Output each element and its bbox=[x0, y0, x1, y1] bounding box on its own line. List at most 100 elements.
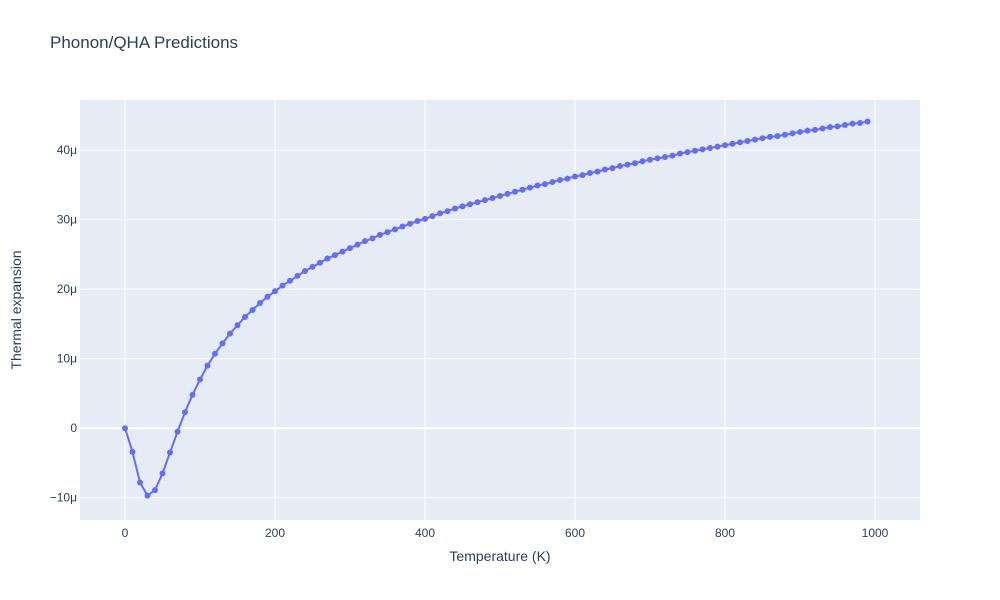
data-point bbox=[257, 300, 263, 307]
x-tick-label: 1000 bbox=[862, 526, 889, 540]
data-point bbox=[249, 307, 256, 313]
data-point bbox=[144, 492, 151, 499]
data-point bbox=[632, 160, 638, 167]
y-tick-label: 20μ bbox=[57, 282, 77, 296]
data-point bbox=[699, 146, 706, 153]
data-point bbox=[827, 124, 833, 131]
y-tick-label: 10μ bbox=[57, 352, 77, 366]
data-point bbox=[272, 288, 278, 295]
data-point bbox=[797, 128, 803, 135]
data-point bbox=[324, 255, 331, 262]
data-point bbox=[347, 245, 353, 252]
data-point bbox=[542, 181, 548, 188]
data-point bbox=[842, 122, 848, 129]
data-point bbox=[317, 259, 323, 266]
data-point bbox=[594, 168, 601, 175]
data-point bbox=[332, 252, 338, 259]
data-point bbox=[294, 272, 301, 279]
data-point bbox=[587, 170, 593, 177]
data-point bbox=[422, 215, 428, 222]
data-point bbox=[429, 213, 436, 220]
chart-title: Phonon/QHA Predictions bbox=[50, 33, 239, 52]
data-point bbox=[579, 172, 586, 179]
data-point bbox=[647, 156, 653, 163]
data-point bbox=[152, 487, 158, 494]
data-point bbox=[287, 277, 293, 284]
data-point bbox=[309, 263, 316, 270]
data-point bbox=[752, 136, 758, 143]
data-point bbox=[549, 179, 556, 186]
data-point bbox=[212, 350, 218, 357]
data-point bbox=[467, 201, 473, 208]
data-point bbox=[864, 118, 871, 125]
x-tick-label: 0 bbox=[122, 526, 129, 540]
data-point bbox=[669, 152, 676, 159]
data-point bbox=[759, 135, 766, 142]
data-point bbox=[279, 282, 286, 289]
data-point bbox=[219, 340, 226, 347]
data-point bbox=[857, 119, 863, 126]
data-point bbox=[204, 362, 211, 369]
data-point bbox=[437, 210, 443, 217]
y-tick-label: 30μ bbox=[57, 213, 77, 227]
data-point bbox=[167, 449, 173, 456]
data-point bbox=[122, 425, 128, 432]
data-point bbox=[849, 120, 856, 127]
data-point bbox=[369, 235, 376, 242]
data-point bbox=[677, 150, 683, 157]
data-point bbox=[617, 163, 623, 170]
data-point bbox=[264, 293, 271, 300]
data-point bbox=[744, 138, 751, 145]
data-point bbox=[227, 330, 233, 337]
series-layer bbox=[122, 118, 871, 499]
data-point bbox=[527, 184, 533, 191]
data-point bbox=[819, 125, 826, 132]
data-point bbox=[782, 131, 788, 138]
series-line bbox=[124, 120, 868, 497]
y-tick-label: 0 bbox=[70, 421, 77, 435]
y-axis-ticks: −10μ 0 10μ 20μ 30μ 40μ bbox=[50, 143, 78, 505]
data-point bbox=[407, 220, 413, 227]
data-point bbox=[482, 197, 488, 204]
data-point bbox=[564, 175, 571, 182]
grid-lines bbox=[80, 100, 920, 520]
data-point bbox=[489, 195, 496, 202]
data-point bbox=[459, 203, 466, 210]
data-point bbox=[722, 142, 728, 149]
data-point bbox=[639, 158, 646, 165]
data-point bbox=[729, 140, 736, 147]
data-point bbox=[707, 144, 713, 151]
data-point bbox=[399, 223, 406, 230]
data-point bbox=[519, 186, 526, 193]
data-point bbox=[557, 176, 563, 183]
data-point bbox=[174, 428, 181, 435]
data-point bbox=[624, 161, 631, 168]
data-point bbox=[834, 123, 841, 130]
data-point bbox=[654, 155, 661, 162]
data-point bbox=[684, 149, 691, 156]
x-tick-label: 800 bbox=[715, 526, 735, 540]
data-point bbox=[737, 139, 743, 146]
data-point bbox=[159, 470, 166, 477]
data-point bbox=[609, 165, 616, 172]
data-point bbox=[692, 147, 698, 154]
data-point bbox=[767, 133, 773, 140]
data-point bbox=[197, 376, 203, 383]
data-point bbox=[812, 126, 818, 133]
data-point bbox=[789, 130, 796, 137]
data-point bbox=[504, 190, 511, 197]
data-point bbox=[362, 238, 368, 245]
data-point bbox=[384, 229, 391, 236]
y-axis-title: Thermal expansion bbox=[8, 250, 24, 369]
data-point bbox=[497, 192, 503, 199]
x-tick-label: 400 bbox=[415, 526, 435, 540]
data-point bbox=[377, 231, 383, 238]
data-point bbox=[242, 313, 248, 320]
x-tick-label: 200 bbox=[265, 526, 285, 540]
data-point bbox=[804, 127, 811, 134]
data-point bbox=[662, 154, 668, 161]
x-tick-label: 600 bbox=[565, 526, 585, 540]
data-point bbox=[302, 268, 308, 275]
y-tick-label: −10μ bbox=[50, 491, 77, 505]
